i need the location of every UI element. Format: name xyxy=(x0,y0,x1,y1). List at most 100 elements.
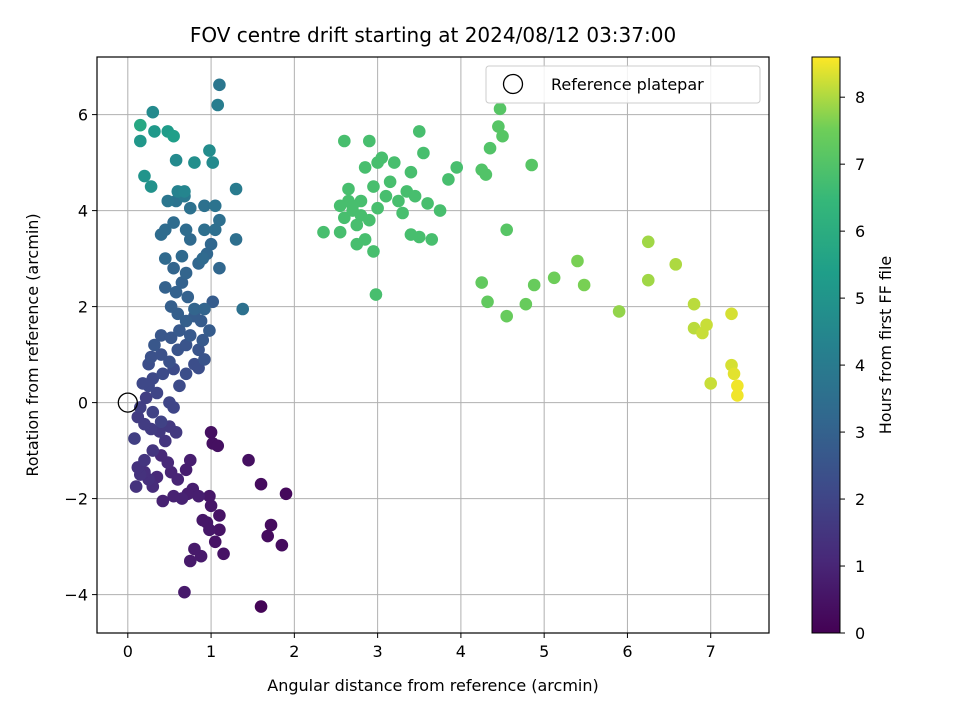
data-point xyxy=(204,237,218,251)
data-point xyxy=(179,463,193,477)
data-point xyxy=(442,173,455,186)
data-point xyxy=(525,158,538,172)
data-point xyxy=(148,338,161,352)
data-point xyxy=(425,233,439,246)
colorbar-tick-label: 6 xyxy=(855,222,865,241)
data-point xyxy=(333,199,347,213)
y-tick-label: 4 xyxy=(78,202,88,221)
data-point xyxy=(206,295,220,309)
data-point xyxy=(179,223,193,237)
data-point xyxy=(128,432,141,445)
data-point xyxy=(158,434,172,448)
data-point xyxy=(731,379,744,393)
data-point xyxy=(154,329,168,342)
colorbar-tick-label: 2 xyxy=(855,490,865,509)
x-tick-label: 6 xyxy=(622,642,632,661)
data-point xyxy=(362,134,376,148)
data-point xyxy=(213,78,226,92)
data-point xyxy=(387,156,401,169)
data-point xyxy=(169,285,183,299)
data-point xyxy=(727,367,741,381)
data-point xyxy=(146,444,160,457)
data-point xyxy=(571,254,584,268)
legend: Reference platepar xyxy=(485,65,761,104)
data-point xyxy=(203,523,216,537)
data-point xyxy=(500,223,513,237)
x-tick-label: 5 xyxy=(539,642,549,661)
data-point xyxy=(208,535,222,549)
data-point xyxy=(481,295,494,309)
data-point xyxy=(687,297,701,311)
data-point xyxy=(158,223,172,237)
data-point xyxy=(183,233,197,246)
data-point xyxy=(167,129,180,143)
data-point xyxy=(208,199,222,213)
data-point xyxy=(198,302,211,316)
x-tick-label: 2 xyxy=(289,642,299,661)
data-point xyxy=(178,185,191,198)
colorbar xyxy=(811,56,841,634)
data-point xyxy=(669,258,683,271)
data-point xyxy=(158,281,172,294)
colorbar-tick-label: 8 xyxy=(855,88,865,107)
colorbar-tick-label: 7 xyxy=(855,155,865,174)
data-point xyxy=(131,410,145,424)
data-point xyxy=(392,194,405,208)
data-point xyxy=(421,197,434,210)
colorbar-tick-label: 5 xyxy=(855,289,865,308)
data-point xyxy=(204,426,218,439)
data-point xyxy=(367,180,380,193)
data-point xyxy=(612,305,626,318)
data-point xyxy=(173,324,186,337)
data-point xyxy=(261,529,275,543)
data-point xyxy=(183,201,197,215)
data-point xyxy=(362,213,376,227)
data-point xyxy=(138,169,151,183)
data-point xyxy=(213,523,226,537)
legend-marker-icon xyxy=(502,73,524,95)
data-point xyxy=(404,165,418,179)
data-point xyxy=(164,331,178,345)
data-point xyxy=(383,175,397,189)
data-point xyxy=(138,453,151,467)
data-point xyxy=(192,343,205,357)
colorbar-tick-label: 4 xyxy=(855,356,865,375)
data-point xyxy=(354,194,368,208)
data-point xyxy=(338,134,351,148)
data-point xyxy=(358,161,372,174)
data-point xyxy=(493,102,507,116)
data-point xyxy=(175,249,189,263)
data-point xyxy=(167,261,180,275)
reference-marker-icon xyxy=(117,392,138,413)
data-point xyxy=(183,453,197,467)
data-point xyxy=(496,129,509,143)
data-point xyxy=(148,125,161,138)
x-tick-label: 4 xyxy=(456,642,466,661)
data-point xyxy=(179,266,193,280)
data-point xyxy=(367,245,380,258)
data-point xyxy=(144,180,158,193)
data-point xyxy=(181,290,195,304)
data-point xyxy=(144,350,158,364)
data-point xyxy=(196,513,210,527)
data-point xyxy=(475,276,489,289)
data-point xyxy=(163,355,176,369)
data-point xyxy=(725,307,738,321)
data-point xyxy=(412,230,426,244)
data-points xyxy=(117,78,744,613)
data-point xyxy=(379,189,393,203)
data-point xyxy=(213,509,226,522)
legend-label: Reference platepar xyxy=(551,75,704,94)
data-point xyxy=(161,194,175,208)
data-point xyxy=(203,144,216,157)
y-tick-label: −2 xyxy=(64,490,88,509)
data-point xyxy=(129,480,143,493)
data-point xyxy=(146,372,160,385)
data-point xyxy=(371,201,384,215)
data-point xyxy=(519,297,533,311)
colorbar-tick-label: 1 xyxy=(855,557,865,576)
data-point xyxy=(198,199,211,213)
data-point xyxy=(641,235,655,249)
data-point xyxy=(358,233,372,246)
